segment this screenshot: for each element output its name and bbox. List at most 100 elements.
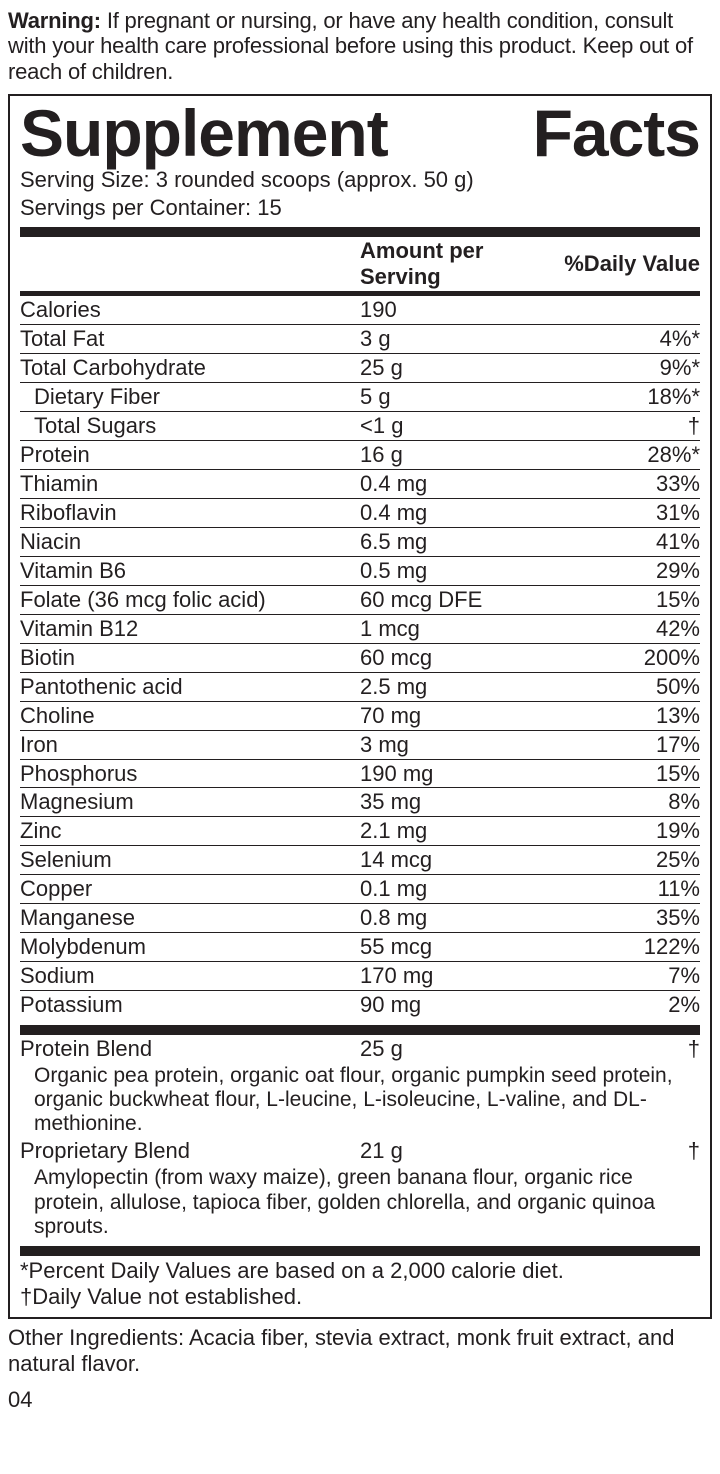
blend-desc-row: Organic pea protein, organic oat flour, … xyxy=(20,1063,700,1137)
nutrient-name: Pantothenic acid xyxy=(20,672,360,701)
nutrient-amount: <1 g xyxy=(360,412,537,441)
blend-name: Protein Blend xyxy=(20,1035,360,1063)
table-row: Folate (36 mcg folic acid)60 mcg DFE15% xyxy=(20,585,700,614)
nutrient-dv: 18%* xyxy=(537,383,700,412)
footnotes: *Percent Daily Values are based on a 2,0… xyxy=(20,1256,700,1311)
nutrient-amount: 90 mg xyxy=(360,991,537,1019)
blend-amount: 21 g xyxy=(360,1137,537,1165)
facts-table: Amount per Serving %Daily Value xyxy=(20,237,700,291)
nutrient-name: Calories xyxy=(20,296,360,324)
footnote-dagger: †Daily Value not established. xyxy=(20,1284,700,1310)
table-row: Total Fat3 g4%* xyxy=(20,325,700,354)
servings-per-container: Servings per Container: 15 xyxy=(20,195,700,221)
nutrient-name: Riboflavin xyxy=(20,498,360,527)
nutrient-dv: 35% xyxy=(537,904,700,933)
nutrient-dv: 13% xyxy=(537,701,700,730)
nutrient-name: Iron xyxy=(20,730,360,759)
nutrient-dv: † xyxy=(537,412,700,441)
nutrient-name: Thiamin xyxy=(20,469,360,498)
table-row: Potassium90 mg2% xyxy=(20,991,700,1019)
table-row: Calories190 xyxy=(20,296,700,324)
table-row: Iron3 mg17% xyxy=(20,730,700,759)
nutrient-dv: 28%* xyxy=(537,441,700,470)
nutrient-dv: 17% xyxy=(537,730,700,759)
nutrient-amount: 0.8 mg xyxy=(360,904,537,933)
nutrient-name: Niacin xyxy=(20,527,360,556)
nutrient-name: Total Sugars xyxy=(20,412,360,441)
nutrient-amount: 1 mcg xyxy=(360,614,537,643)
blend-dv: † xyxy=(537,1035,700,1063)
divider-thick-3 xyxy=(20,1246,700,1256)
table-row: Molybdenum55 mcg122% xyxy=(20,933,700,962)
nutrient-name: Dietary Fiber xyxy=(20,383,360,412)
nutrient-dv xyxy=(537,296,700,324)
nutrient-name: Sodium xyxy=(20,962,360,991)
nutrient-name: Manganese xyxy=(20,904,360,933)
nutrient-name: Vitamin B12 xyxy=(20,614,360,643)
warning-body: If pregnant or nursing, or have any heal… xyxy=(8,8,693,84)
nutrient-dv: 2% xyxy=(537,991,700,1019)
nutrient-amount: 0.4 mg xyxy=(360,469,537,498)
table-row: Total Carbohydrate25 g9%* xyxy=(20,354,700,383)
nutrient-name: Zinc xyxy=(20,817,360,846)
nutrient-name: Magnesium xyxy=(20,788,360,817)
table-row: Sodium170 mg7% xyxy=(20,962,700,991)
panel-title: Supplement Facts xyxy=(20,102,700,165)
nutrient-dv: 50% xyxy=(537,672,700,701)
nutrient-amount: 5 g xyxy=(360,383,537,412)
nutrient-dv: 25% xyxy=(537,846,700,875)
blend-row: Proprietary Blend21 g† xyxy=(20,1137,700,1165)
table-row: Total Sugars<1 g† xyxy=(20,412,700,441)
blend-amount: 25 g xyxy=(360,1035,537,1063)
warning-text: Warning: If pregnant or nursing, or have… xyxy=(8,8,712,84)
nutrient-dv: 41% xyxy=(537,527,700,556)
page-number: 04 xyxy=(8,1387,712,1413)
table-row: Copper0.1 mg11% xyxy=(20,875,700,904)
blend-dv: † xyxy=(537,1137,700,1165)
nutrient-name: Protein xyxy=(20,441,360,470)
table-row: Selenium14 mcg25% xyxy=(20,846,700,875)
header-dv: %Daily Value xyxy=(537,237,700,291)
nutrient-amount: 170 mg xyxy=(360,962,537,991)
table-row: Riboflavin0.4 mg31% xyxy=(20,498,700,527)
nutrient-dv: 19% xyxy=(537,817,700,846)
nutrient-name: Total Fat xyxy=(20,325,360,354)
nutrient-dv: 15% xyxy=(537,585,700,614)
nutrient-amount: 2.1 mg xyxy=(360,817,537,846)
table-row: Pantothenic acid2.5 mg50% xyxy=(20,672,700,701)
table-row: Protein16 g28%* xyxy=(20,441,700,470)
blends-block: Protein Blend25 g†Organic pea protein, o… xyxy=(20,1035,700,1240)
nutrient-dv: 4%* xyxy=(537,325,700,354)
nutrient-dv: 29% xyxy=(537,556,700,585)
nutrient-name: Vitamin B6 xyxy=(20,556,360,585)
nutrient-amount: 55 mcg xyxy=(360,933,537,962)
nutrient-dv: 7% xyxy=(537,962,700,991)
blend-name: Proprietary Blend xyxy=(20,1137,360,1165)
nutrient-amount: 0.5 mg xyxy=(360,556,537,585)
nutrient-name: Choline xyxy=(20,701,360,730)
nutrient-name: Copper xyxy=(20,875,360,904)
nutrient-amount: 190 mg xyxy=(360,759,537,788)
nutrient-name: Potassium xyxy=(20,991,360,1019)
other-ingredients: Other Ingredients: Acacia fiber, stevia … xyxy=(8,1325,712,1378)
nutrient-amount: 3 g xyxy=(360,325,537,354)
nutrient-amount: 0.4 mg xyxy=(360,498,537,527)
header-amount: Amount per Serving xyxy=(360,237,537,291)
nutrient-amount: 6.5 mg xyxy=(360,527,537,556)
nutrient-name: Folate (36 mcg folic acid) xyxy=(20,585,360,614)
nutrient-dv: 31% xyxy=(537,498,700,527)
blend-row: Protein Blend25 g† xyxy=(20,1035,700,1063)
supplement-facts-panel: Supplement Facts Serving Size: 3 rounded… xyxy=(8,94,712,1319)
nutrient-dv: 9%* xyxy=(537,354,700,383)
nutrient-amount: 0.1 mg xyxy=(360,875,537,904)
blend-description: Amylopectin (from waxy maize), green ban… xyxy=(20,1165,700,1239)
nutrient-amount: 16 g xyxy=(360,441,537,470)
nutrient-amount: 70 mg xyxy=(360,701,537,730)
nutrient-amount: 25 g xyxy=(360,354,537,383)
nutrient-dv: 200% xyxy=(537,643,700,672)
nutrient-name: Selenium xyxy=(20,846,360,875)
divider-thick-2 xyxy=(20,1025,700,1035)
table-row: Vitamin B121 mcg42% xyxy=(20,614,700,643)
nutrient-dv: 122% xyxy=(537,933,700,962)
table-row: Zinc2.1 mg19% xyxy=(20,817,700,846)
